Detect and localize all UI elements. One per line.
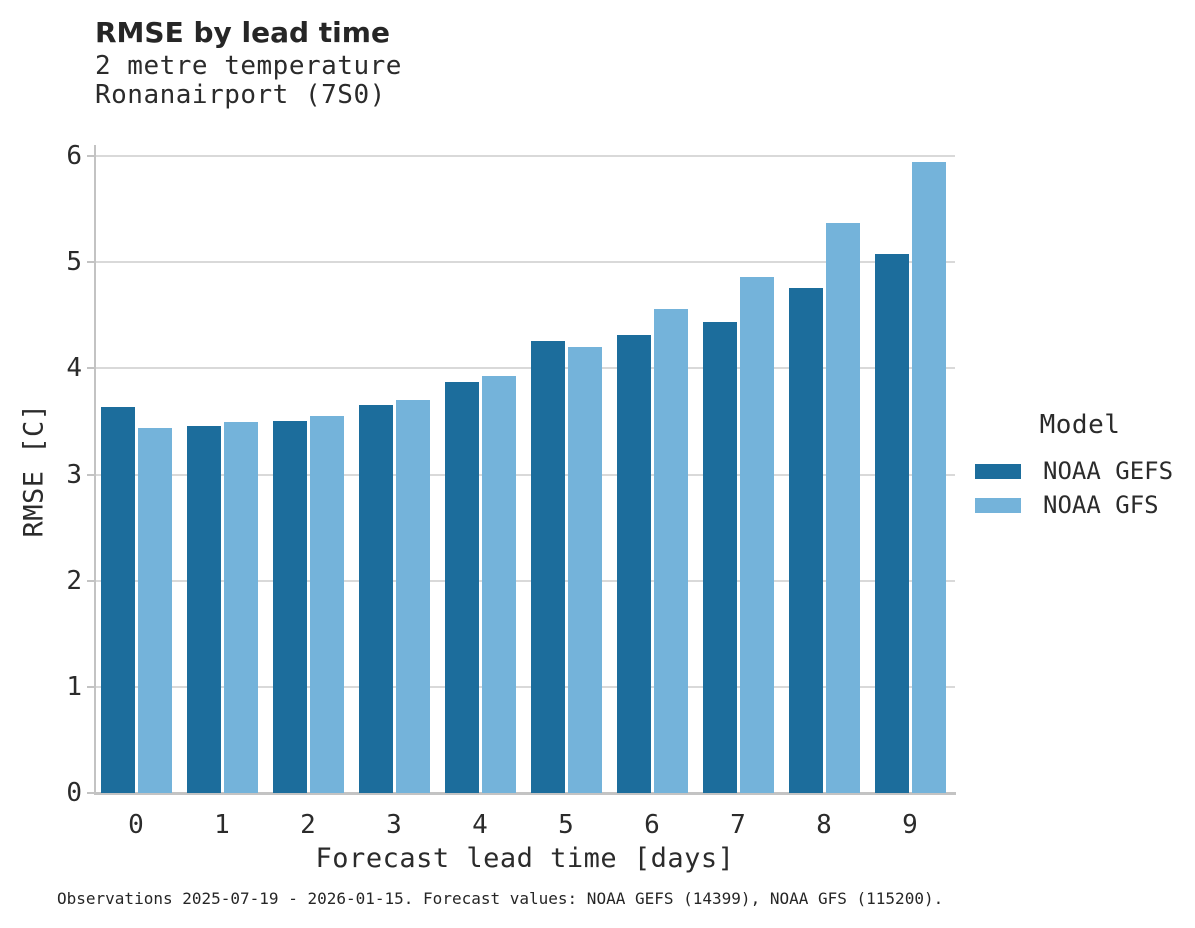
y-tick-mark-6 bbox=[87, 155, 95, 157]
y-tick-mark-3 bbox=[87, 473, 95, 476]
x-tick-label-6: 6 bbox=[644, 810, 660, 840]
legend-item-noaa-gfs: NOAA GFS bbox=[975, 488, 1185, 522]
y-tick-label-0: 0 bbox=[66, 778, 82, 808]
y-tick-mark-4 bbox=[87, 367, 95, 370]
bar-noaa-gfs-lead-0 bbox=[138, 428, 172, 793]
y-axis-spine bbox=[94, 145, 96, 793]
bar-noaa-gfs-lead-7 bbox=[740, 277, 774, 793]
legend: Model NOAA GEFS NOAA GFS bbox=[975, 410, 1185, 522]
bar-noaa-gefs-lead-6 bbox=[617, 335, 651, 793]
x-tick-label-3: 3 bbox=[386, 810, 402, 840]
bar-noaa-gefs-lead-8 bbox=[789, 288, 823, 793]
y-tick-label-6: 6 bbox=[66, 141, 82, 171]
x-tick-label-7: 7 bbox=[730, 810, 746, 840]
chart-subtitle-station: Ronanairport (7S0) bbox=[95, 80, 386, 110]
y-tick-label-5: 5 bbox=[66, 247, 82, 278]
x-tick-label-1: 1 bbox=[214, 810, 230, 840]
legend-title: Model bbox=[1039, 410, 1121, 440]
bar-noaa-gfs-lead-5 bbox=[568, 347, 602, 793]
y-tick-mark-0 bbox=[87, 792, 95, 794]
bar-noaa-gfs-lead-1 bbox=[224, 422, 258, 793]
bar-noaa-gefs-lead-3 bbox=[359, 405, 393, 793]
y-tick-label-3: 3 bbox=[66, 459, 82, 490]
x-tick-label-8: 8 bbox=[816, 810, 832, 840]
bar-noaa-gfs-lead-4 bbox=[482, 376, 516, 793]
bar-noaa-gfs-lead-9 bbox=[912, 162, 946, 793]
bar-noaa-gfs-lead-2 bbox=[310, 416, 344, 793]
gridline-y-5 bbox=[95, 261, 955, 264]
legend-item-noaa-gefs: NOAA GEFS bbox=[975, 454, 1185, 488]
bar-noaa-gefs-lead-0 bbox=[101, 407, 135, 793]
x-axis-spine bbox=[94, 792, 956, 795]
y-tick-mark-2 bbox=[87, 579, 95, 582]
gridline-y-4 bbox=[95, 367, 955, 370]
footer-note: Observations 2025-07-19 - 2026-01-15. Fo… bbox=[57, 889, 944, 908]
gridline-y-1 bbox=[95, 685, 955, 688]
x-tick-label-9: 9 bbox=[902, 810, 918, 840]
x-tick-label-4: 4 bbox=[472, 810, 488, 840]
legend-items: NOAA GEFS NOAA GFS bbox=[975, 454, 1185, 522]
y-tick-label-2: 2 bbox=[66, 565, 82, 596]
x-tick-label-0: 0 bbox=[128, 810, 144, 840]
x-tick-label-5: 5 bbox=[558, 810, 574, 840]
y-tick-label-1: 1 bbox=[66, 671, 82, 702]
legend-swatch-icon bbox=[975, 463, 1021, 479]
bar-noaa-gefs-lead-1 bbox=[187, 426, 221, 793]
bar-noaa-gefs-lead-9 bbox=[875, 254, 909, 793]
bar-noaa-gefs-lead-2 bbox=[273, 421, 307, 793]
x-tick-label-2: 2 bbox=[300, 810, 316, 840]
bar-noaa-gefs-lead-7 bbox=[703, 322, 737, 793]
legend-swatch-icon bbox=[975, 497, 1021, 513]
chart-title: RMSE by lead time bbox=[95, 16, 390, 49]
y-tick-mark-1 bbox=[87, 685, 95, 688]
legend-item-label: NOAA GFS bbox=[1043, 491, 1159, 519]
bar-noaa-gfs-lead-3 bbox=[396, 400, 430, 793]
bar-noaa-gefs-lead-5 bbox=[531, 341, 565, 793]
bar-noaa-gfs-lead-6 bbox=[654, 309, 688, 793]
gridline-y-2 bbox=[95, 579, 955, 582]
x-axis-title: Forecast lead time [days] bbox=[315, 843, 735, 874]
bar-noaa-gfs-lead-8 bbox=[826, 223, 860, 793]
bar-noaa-gefs-lead-4 bbox=[445, 382, 479, 793]
gridline-y-3 bbox=[95, 473, 955, 476]
legend-item-label: NOAA GEFS bbox=[1043, 457, 1174, 485]
gridline-y-6 bbox=[95, 155, 955, 157]
y-tick-label-4: 4 bbox=[66, 353, 82, 384]
chart-subtitle-variable: 2 metre temperature bbox=[95, 51, 402, 81]
y-tick-mark-5 bbox=[87, 261, 95, 264]
